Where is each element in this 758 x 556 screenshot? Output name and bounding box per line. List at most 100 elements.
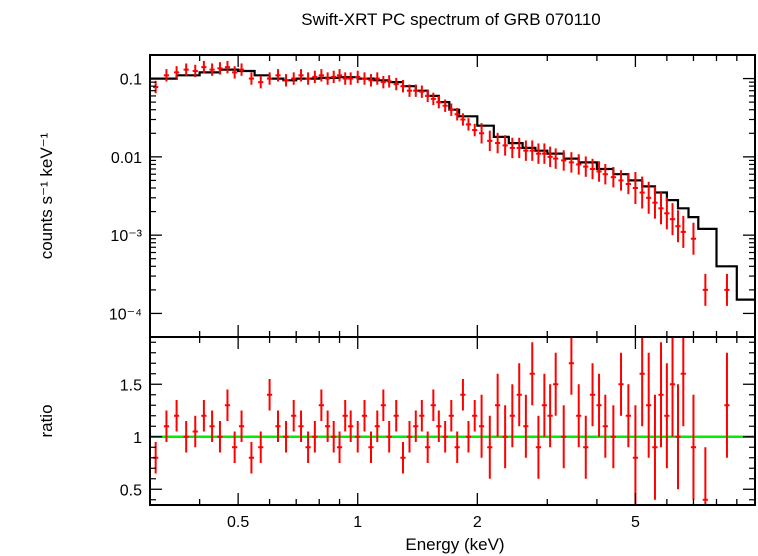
ratio-point xyxy=(298,410,304,442)
ratio-point xyxy=(283,421,289,453)
ratio-point xyxy=(541,373,547,437)
data-point xyxy=(610,166,616,188)
ratio-point xyxy=(509,384,515,448)
ratio-point xyxy=(596,373,602,437)
ratio-point xyxy=(658,342,664,448)
data-point xyxy=(448,103,454,116)
data-point xyxy=(368,74,374,87)
ratio-point xyxy=(625,384,631,448)
ratio-point xyxy=(680,337,686,427)
ratio-tick-label: 0.5 xyxy=(120,482,142,499)
ratio-point xyxy=(291,400,297,432)
ratio-point xyxy=(639,337,645,427)
data-point xyxy=(336,69,343,82)
data-point xyxy=(275,69,281,82)
y-tick-label: 10⁻³ xyxy=(110,228,142,245)
data-point xyxy=(386,75,392,88)
data-point xyxy=(436,95,442,109)
ratio-tick-label: 1.5 xyxy=(120,377,142,394)
data-point xyxy=(516,137,522,159)
data-point xyxy=(312,70,318,84)
data-point xyxy=(173,66,180,79)
x-tick-label: 2 xyxy=(473,514,482,531)
ratio-point xyxy=(336,431,343,463)
ratio-point xyxy=(325,410,331,442)
data-point xyxy=(183,63,189,76)
data-point xyxy=(406,84,413,97)
ratio-point xyxy=(232,431,238,463)
data-point xyxy=(472,123,478,137)
data-point xyxy=(348,72,354,85)
data-point xyxy=(502,135,508,156)
data-point xyxy=(652,186,658,219)
ratio-point xyxy=(374,410,380,442)
y-axis-label-spectrum: counts s⁻¹ keV⁻¹ xyxy=(37,132,56,259)
ratio-point xyxy=(258,431,264,463)
data-point xyxy=(430,92,436,106)
ratio-point xyxy=(400,442,406,474)
data-point xyxy=(342,72,348,85)
data-point xyxy=(664,197,670,230)
ratio-point xyxy=(201,400,207,432)
data-point xyxy=(495,132,501,154)
ratio-point xyxy=(652,394,658,500)
data-point xyxy=(596,161,602,182)
data-point xyxy=(266,72,273,85)
ratio-point xyxy=(355,421,361,453)
ratio-point xyxy=(523,394,529,458)
ratio-point xyxy=(183,421,189,453)
ratio-point xyxy=(275,410,281,442)
data-point xyxy=(305,72,311,85)
data-point xyxy=(393,77,399,91)
spectrum-panel xyxy=(150,60,755,306)
data-point xyxy=(625,173,631,195)
ratio-point xyxy=(547,384,553,448)
x-tick-label: 0.5 xyxy=(227,514,249,531)
data-point xyxy=(639,176,645,209)
ratio-point xyxy=(305,431,311,463)
ratio-point xyxy=(238,410,245,442)
ratio-point xyxy=(646,352,652,458)
data-point xyxy=(529,140,535,161)
data-point xyxy=(361,72,368,85)
ratio-point xyxy=(442,421,448,453)
ratio-point xyxy=(248,442,254,474)
ratio-point xyxy=(413,410,419,442)
ratio-point xyxy=(669,337,676,437)
y-tick-label: 0.1 xyxy=(120,72,142,89)
data-point xyxy=(541,143,547,164)
data-point xyxy=(238,63,245,76)
ratio-panel-frame xyxy=(149,336,756,506)
ratio-point xyxy=(487,415,493,479)
data-point xyxy=(454,108,460,121)
ratio-point xyxy=(724,352,730,458)
data-point xyxy=(163,69,170,82)
ratio-point xyxy=(618,352,624,416)
data-point xyxy=(325,72,331,85)
ratio-point xyxy=(553,352,559,416)
data-point xyxy=(632,172,638,204)
ratio-point xyxy=(460,379,466,411)
ratio-point xyxy=(583,415,589,479)
ratio-point xyxy=(516,363,522,427)
ratio-point xyxy=(589,363,596,427)
data-point xyxy=(374,72,380,85)
data-point xyxy=(425,89,431,103)
ratio-point xyxy=(386,421,392,453)
ratio-point xyxy=(702,447,708,505)
ratio-point xyxy=(312,421,318,453)
data-point xyxy=(298,69,304,82)
ratio-point xyxy=(425,431,431,463)
y-tick-label: 0.01 xyxy=(111,150,142,167)
ratio-panel xyxy=(150,337,755,505)
data-point xyxy=(535,143,541,164)
ratio-point xyxy=(576,384,582,448)
data-point xyxy=(478,123,485,144)
ratio-point xyxy=(224,389,231,421)
ratio-point xyxy=(448,400,454,432)
ratio-point xyxy=(602,394,608,458)
data-point xyxy=(509,137,515,159)
ratio-point xyxy=(209,410,215,442)
x-tick-label: 5 xyxy=(631,514,640,531)
